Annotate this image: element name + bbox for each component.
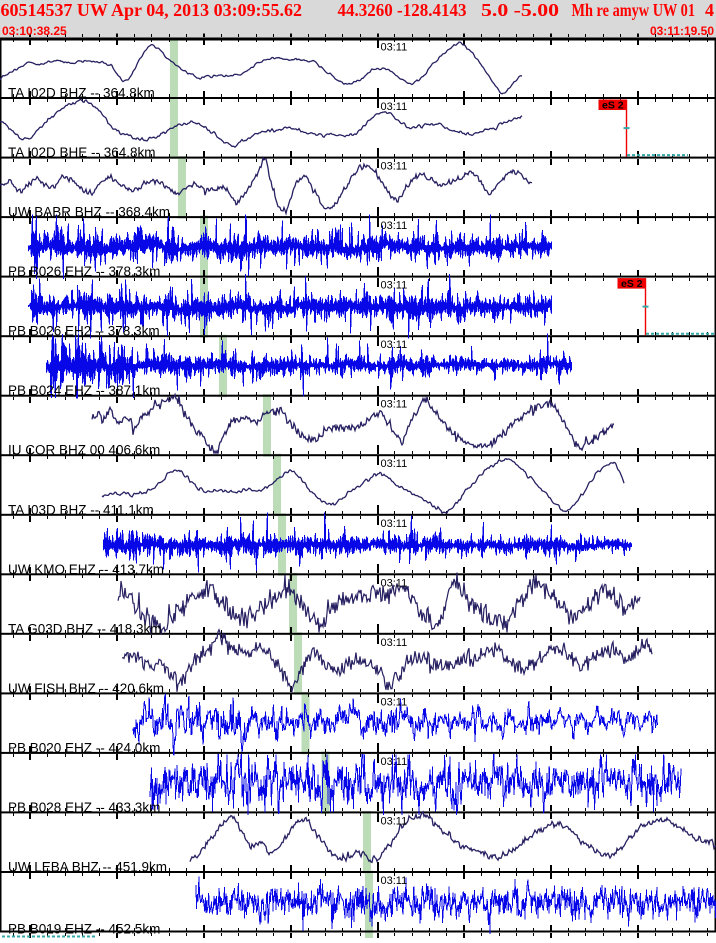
svg-text:4: 4 <box>705 0 714 20</box>
svg-text:UW KMO EHZ -- 413.7km: UW KMO EHZ -- 413.7km <box>8 562 164 577</box>
svg-text:03:11: 03:11 <box>381 458 408 470</box>
svg-text:03:11: 03:11 <box>381 875 408 887</box>
svg-text:03:11: 03:11 <box>381 161 408 173</box>
svg-text:5.0 -5.00: 5.0 -5.00 <box>481 0 559 20</box>
svg-text:03:11: 03:11 <box>381 339 408 351</box>
svg-text:44.3260 -128.4143: 44.3260 -128.4143 <box>338 0 467 20</box>
svg-text:eS 2: eS 2 <box>602 100 624 112</box>
svg-text:03:10:38.25: 03:10:38.25 <box>2 24 67 38</box>
svg-text:TA G03D BHZ -- 418.3km: TA G03D BHZ -- 418.3km <box>8 621 162 636</box>
svg-text:03:11: 03:11 <box>381 42 408 54</box>
svg-text:03:11: 03:11 <box>381 815 408 827</box>
svg-text:03:11:19.50: 03:11:19.50 <box>650 24 714 38</box>
svg-text:UW LEBA BHZ -- 451.9km: UW LEBA BHZ -- 451.9km <box>8 860 167 875</box>
svg-text:03:11: 03:11 <box>381 399 408 411</box>
svg-text:PB B026 EHZ -- 378.3km: PB B026 EHZ -- 378.3km <box>8 264 160 279</box>
svg-text:TA I03D BHZ -- 411.1km: TA I03D BHZ -- 411.1km <box>8 502 154 517</box>
svg-text:PB B020 EHZ -- 424.0km: PB B020 EHZ -- 424.0km <box>8 740 160 755</box>
svg-text:PB B024 EHZ -- 387.1km: PB B024 EHZ -- 387.1km <box>8 383 160 398</box>
svg-text:03:11: 03:11 <box>381 220 408 232</box>
svg-text:03:11: 03:11 <box>381 756 408 768</box>
svg-text:PB B028 EHZ -- 433.3km: PB B028 EHZ -- 433.3km <box>8 800 160 815</box>
svg-text:PB B019 EHZ -- 452.5km: PB B019 EHZ -- 452.5km <box>8 922 160 937</box>
svg-text:03:11: 03:11 <box>381 696 408 708</box>
svg-text:eS 2: eS 2 <box>621 278 643 290</box>
svg-text:03:11: 03:11 <box>381 518 408 530</box>
svg-text:03:11: 03:11 <box>381 577 408 589</box>
svg-text:IU COR BHZ 00 406.6km: IU COR BHZ 00 406.6km <box>8 443 160 458</box>
svg-text:TA I02D BHE -- 364.8km: TA I02D BHE -- 364.8km <box>8 145 156 160</box>
svg-text:Mh re amyw UW 01: Mh re amyw UW 01 <box>572 0 696 20</box>
svg-text:03:11: 03:11 <box>381 101 408 113</box>
svg-text:03:11: 03:11 <box>381 280 408 292</box>
svg-text:60514537 UW Apr 04, 2013 03:09: 60514537 UW Apr 04, 2013 03:09:55.62 <box>1 0 303 20</box>
svg-text:UW BABR BHZ -- 368.4km: UW BABR BHZ -- 368.4km <box>8 205 170 220</box>
svg-text:UW FISH BHZ -- 420.6km: UW FISH BHZ -- 420.6km <box>8 681 164 696</box>
svg-text:PB B026 EH2 -- 378.3km: PB B026 EH2 -- 378.3km <box>8 324 160 339</box>
svg-text:TA I02D BHZ -- 364.8km: TA I02D BHZ -- 364.8km <box>8 86 155 101</box>
svg-text:03:11: 03:11 <box>381 637 408 649</box>
